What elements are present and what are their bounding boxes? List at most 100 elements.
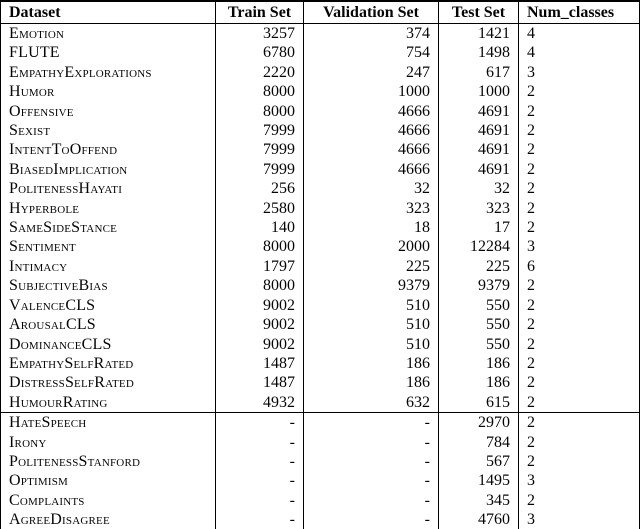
train-count-cell: 3257 <box>215 23 304 44</box>
test-count-cell: 615 <box>438 392 519 413</box>
train-count-cell: 7999 <box>215 121 304 141</box>
table-row: ValenceCLS 9002 510 550 2 <box>1 295 640 316</box>
validation-count-cell: 225 <box>303 256 439 277</box>
dataset-name-cell: HumourRating <box>9 393 108 411</box>
test-count-cell: 9379 <box>438 276 519 296</box>
validation-count-cell: 4666 <box>303 101 439 122</box>
table-row: Emotion 3257 374 1421 4 <box>1 23 640 44</box>
dataset-name-cell: Humor <box>9 83 55 101</box>
num-classes-cell: 2 <box>518 353 640 374</box>
validation-count-cell: - <box>303 471 439 491</box>
table-section-test-only: HateSpeech - - 2970 2 Irony - - 784 2 Po… <box>1 412 640 529</box>
table-row: Irony - - 784 2 <box>1 432 640 452</box>
table-row: Humor 8000 1000 1000 2 <box>1 82 640 102</box>
dataset-name-cell: Complaints <box>9 491 85 509</box>
train-count-cell: 2580 <box>215 198 304 219</box>
validation-count-cell: - <box>303 510 439 529</box>
table-row: IntentToOffend 7999 4666 4691 2 <box>1 140 640 160</box>
table-row: FLUTE 6780 754 1498 4 <box>1 43 640 63</box>
table-row: Sentiment 8000 2000 12284 3 <box>1 237 640 257</box>
dataset-name-cell: Irony <box>9 433 47 451</box>
validation-count-cell: 4666 <box>303 140 439 160</box>
num-classes-cell: 2 <box>518 451 640 472</box>
train-count-cell: 9002 <box>215 334 304 354</box>
train-count-cell: - <box>215 490 304 511</box>
dataset-name-cell: EmpathyExplorations <box>9 63 152 81</box>
num-classes-cell: 2 <box>518 179 640 199</box>
num-classes-cell: 3 <box>518 237 640 257</box>
dataset-name-cell: Optimism <box>9 472 68 490</box>
table-row: SubjectiveBias 8000 9379 9379 2 <box>1 276 640 296</box>
dataset-name-cell: Offensive <box>9 102 74 120</box>
train-count-cell: - <box>215 451 304 472</box>
table-row: DistressSelfRated 1487 186 186 2 <box>1 373 640 393</box>
num-classes-cell: 2 <box>518 373 640 393</box>
train-count-cell: - <box>215 412 304 433</box>
table-row: Optimism - - 1495 3 <box>1 471 640 491</box>
num-classes-cell: 3 <box>518 471 640 491</box>
validation-count-cell: 374 <box>303 23 439 44</box>
validation-count-cell: 247 <box>303 62 439 83</box>
test-count-cell: 4691 <box>438 159 519 180</box>
num-classes-cell: 2 <box>518 198 640 219</box>
test-count-cell: 2970 <box>438 412 519 433</box>
dataset-name-cell: BiasedImplication <box>9 160 128 178</box>
train-count-cell: 4932 <box>215 392 304 413</box>
validation-count-cell: 186 <box>303 353 439 374</box>
table-row: BiasedImplication 7999 4666 4691 2 <box>1 159 640 180</box>
validation-count-cell: - <box>303 451 439 472</box>
dataset-name-cell: Sentiment <box>9 238 76 256</box>
test-count-cell: 1498 <box>438 43 519 63</box>
dataset-name-cell: SameSideStance <box>9 219 118 237</box>
header-train-set: Train Set <box>215 1 304 24</box>
train-count-cell: 256 <box>215 179 304 199</box>
num-classes-cell: 2 <box>518 295 640 316</box>
dataset-name-cell: FLUTE <box>9 44 60 62</box>
train-count-cell: 7999 <box>215 140 304 160</box>
num-classes-cell: 3 <box>518 510 640 529</box>
dataset-name-cell: Hyperbole <box>9 199 80 217</box>
test-count-cell: 550 <box>438 334 519 354</box>
table-row: Hyperbole 2580 323 323 2 <box>1 198 640 219</box>
validation-count-cell: 510 <box>303 334 439 354</box>
num-classes-cell: 2 <box>518 412 640 433</box>
num-classes-cell: 2 <box>518 432 640 452</box>
test-count-cell: 4760 <box>438 510 519 529</box>
table-row: PolitenessHayati 256 32 32 2 <box>1 179 640 199</box>
train-count-cell: 8000 <box>215 276 304 296</box>
table-row: HateSpeech - - 2970 2 <box>1 412 640 433</box>
train-count-cell: 1487 <box>215 373 304 393</box>
table-row: DominanceCLS 9002 510 550 2 <box>1 334 640 354</box>
num-classes-cell: 2 <box>518 315 640 335</box>
table-section-train-val-test: Emotion 3257 374 1421 4 FLUTE 6780 754 1… <box>0 23 640 413</box>
train-count-cell: 2220 <box>215 62 304 83</box>
test-count-cell: 4691 <box>438 121 519 141</box>
validation-count-cell: 754 <box>303 43 439 63</box>
table-row: Offensive 8000 4666 4691 2 <box>1 101 640 122</box>
validation-count-cell: 510 <box>303 315 439 335</box>
dataset-name-cell: EmpathySelfRated <box>9 354 134 372</box>
test-count-cell: 345 <box>438 490 519 511</box>
table-row: Intimacy 1797 225 225 6 <box>1 256 640 277</box>
test-count-cell: 617 <box>438 62 519 83</box>
validation-count-cell: 510 <box>303 295 439 316</box>
train-count-cell: 1797 <box>215 256 304 277</box>
test-count-cell: 1000 <box>438 82 519 102</box>
dataset-name-cell: ArousalCLS <box>9 316 96 334</box>
header-validation-set: Validation Set <box>303 1 439 24</box>
validation-count-cell: 2000 <box>303 237 439 257</box>
test-count-cell: 186 <box>438 373 519 393</box>
num-classes-cell: 2 <box>518 334 640 354</box>
num-classes-cell: 2 <box>518 218 640 238</box>
validation-count-cell: 1000 <box>303 82 439 102</box>
num-classes-cell: 2 <box>518 121 640 141</box>
dataset-name-cell: ValenceCLS <box>9 296 96 314</box>
dataset-name-cell: Emotion <box>9 25 65 42</box>
train-count-cell: 1487 <box>215 353 304 374</box>
header-dataset: Dataset <box>0 1 216 24</box>
train-count-cell: 9002 <box>215 295 304 316</box>
test-count-cell: 784 <box>438 432 519 452</box>
validation-count-cell: 9379 <box>303 276 439 296</box>
dataset-name-cell: PolitenessHayati <box>9 180 123 198</box>
header-test-set: Test Set <box>438 1 519 24</box>
